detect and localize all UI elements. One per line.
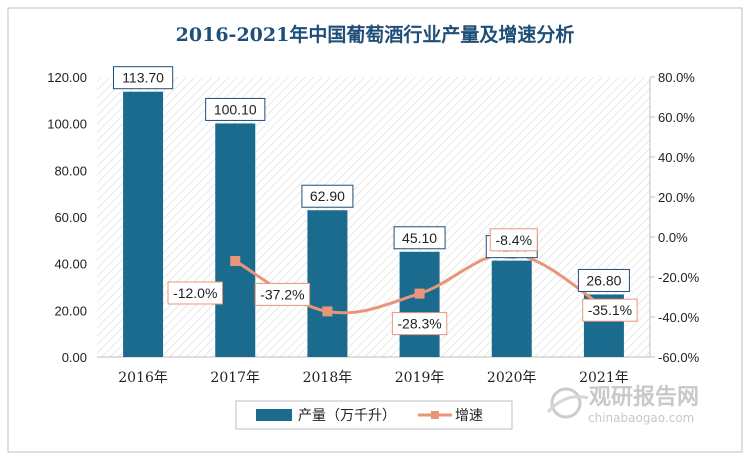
bar-label-box — [112, 66, 174, 90]
growth-label-box — [254, 282, 311, 306]
bar-label-box — [205, 97, 266, 121]
bar — [399, 251, 440, 357]
bar-label: 45.10 — [402, 230, 437, 246]
x-tick-label: 2018年 — [303, 370, 353, 386]
watermark-brand: 观研报告网 — [589, 385, 699, 410]
growth-label-box — [489, 228, 538, 252]
bar-label-box — [393, 226, 446, 250]
x-tick-label: 2021年 — [579, 370, 629, 386]
left-axis: 0.00 20.00 40.00 60.00 80.00 100.00 120.00 — [47, 70, 650, 365]
plot-area-background — [97, 77, 650, 357]
right-y-tick-label: 40.0% — [658, 150, 695, 165]
bar-label: 113.70 — [122, 70, 164, 86]
right-y-tick-label: -40.0% — [658, 310, 700, 325]
chart-title: 2016-2021年中国葡萄酒行业产量及增速分析 — [176, 23, 575, 46]
bar — [307, 210, 348, 357]
growth-label: -37.2% — [260, 286, 304, 302]
bar — [123, 91, 164, 357]
bar-label: 100.10 — [214, 101, 257, 117]
growth-label: -8.4% — [495, 232, 532, 248]
growth-label: -35.1% — [588, 302, 632, 318]
bar-label: 26.80 — [586, 272, 621, 288]
left-y-tick-label: 40.00 — [54, 257, 87, 272]
line-point — [414, 288, 425, 299]
line-point — [322, 306, 333, 317]
right-y-tick-label: 80.0% — [658, 70, 695, 85]
x-tick-label: 2017年 — [210, 370, 260, 386]
left-y-tick-label: 0.00 — [62, 350, 87, 365]
x-tick-label: 2020年 — [487, 370, 537, 386]
watermark-logo-icon — [550, 387, 582, 419]
data-labels: 113.70100.1062.9045.1041.3026.80-12.0%-3… — [112, 66, 638, 336]
growth-label: -28.3% — [397, 316, 441, 332]
watermark-url: chinabaogao.com — [588, 411, 694, 425]
legend-line-marker — [431, 411, 439, 419]
bar-label-box — [301, 184, 354, 208]
bar-label: 62.90 — [310, 188, 345, 204]
bar-series — [123, 91, 624, 357]
x-axis: 2016年 2017年 2018年 2019年 2020年 2021年 — [118, 370, 628, 386]
left-y-tick-label: 120.00 — [47, 70, 87, 85]
left-y-tick-label: 60.00 — [54, 210, 87, 225]
legend: 产量（万千升） 增速 — [235, 400, 513, 430]
growth-label-box — [391, 312, 448, 336]
legend-line-label: 增速 — [455, 408, 483, 424]
bar — [215, 123, 256, 357]
bar-label-box — [577, 268, 630, 292]
left-y-tick-label: 80.00 — [54, 163, 87, 178]
growth-label-box — [167, 281, 223, 305]
right-y-tick-label: 0.0% — [658, 230, 688, 245]
bar — [491, 260, 532, 357]
right-y-tick-label: 60.0% — [658, 110, 695, 125]
watermark: 观研报告网 chinabaogao.com — [546, 385, 699, 425]
legend-bar-swatch — [256, 409, 292, 421]
line-point — [230, 256, 241, 266]
watermark-swoosh-icon — [546, 395, 589, 414]
right-y-tick-label: -60.0% — [658, 350, 700, 365]
right-y-tick-label: -20.0% — [658, 270, 700, 285]
left-y-tick-label: 20.00 — [54, 303, 87, 318]
growth-label: -12.0% — [173, 285, 217, 301]
legend-bar-label: 产量（万千升） — [298, 408, 396, 424]
x-tick-label: 2016年 — [118, 370, 168, 386]
right-y-tick-label: 20.0% — [658, 190, 695, 205]
right-axis: -60.0% -40.0% -20.0% 0.0% 20.0% 40.0% 60.0% 80.… — [649, 70, 700, 365]
growth-label-box — [582, 298, 638, 322]
x-tick-label: 2019年 — [395, 370, 445, 386]
left-y-tick-label: 100.00 — [47, 117, 87, 132]
